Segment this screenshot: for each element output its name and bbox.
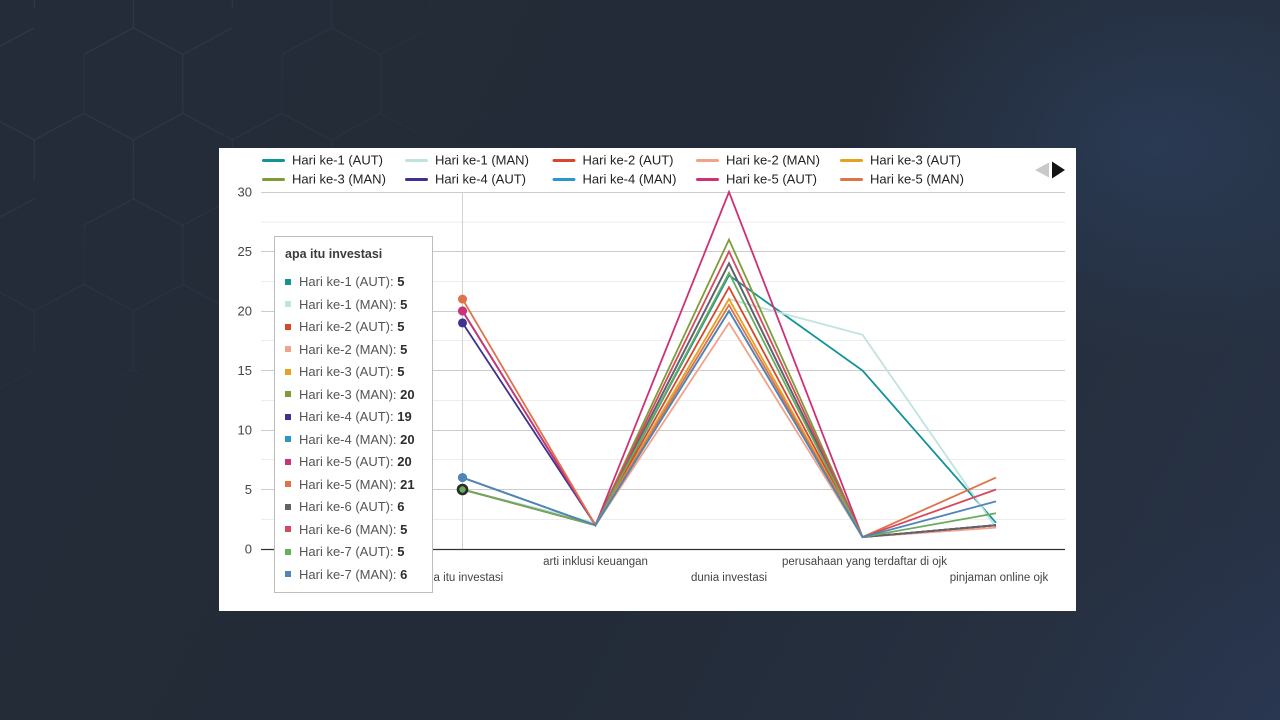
svg-text:perusahaan yang terdaftar di o: perusahaan yang terdaftar di ojk xyxy=(782,556,947,568)
svg-text:25: 25 xyxy=(238,244,252,259)
svg-text:Hari ke-5 (MAN): Hari ke-5 (MAN) xyxy=(870,172,964,187)
svg-text:20: 20 xyxy=(238,304,252,319)
svg-text:Hari ke-2 (MAN): Hari ke-2 (MAN) xyxy=(726,153,820,168)
svg-text:dunia investasi: dunia investasi xyxy=(691,572,767,584)
svg-text:apa itu investasi: apa itu investasi xyxy=(421,572,503,584)
svg-text:15: 15 xyxy=(238,363,252,378)
svg-text:Hari ke-3 (MAN): Hari ke-3 (MAN) xyxy=(292,172,386,187)
svg-text:Hari ke-2 (AUT): Hari ke-2 (AUT) xyxy=(583,153,674,168)
svg-text:Hari ke-1 (AUT): Hari ke-1 (AUT) xyxy=(292,153,383,168)
svg-text:pinjaman online ojk: pinjaman online ojk xyxy=(950,572,1049,584)
svg-text:Hari ke-3 (AUT): Hari ke-3 (AUT) xyxy=(870,153,961,168)
svg-text:Hari ke-1 (MAN): Hari ke-1 (MAN) xyxy=(435,153,529,168)
svg-text:Hari ke-4 (MAN): Hari ke-4 (MAN) xyxy=(583,172,677,187)
svg-text:0: 0 xyxy=(245,542,252,557)
svg-text:10: 10 xyxy=(238,423,252,438)
svg-text:Hari ke-5 (AUT): Hari ke-5 (AUT) xyxy=(726,172,817,187)
svg-text:Hari ke-4 (AUT): Hari ke-4 (AUT) xyxy=(435,172,526,187)
svg-text:5: 5 xyxy=(245,482,252,497)
svg-text:arti inklusi keuangan: arti inklusi keuangan xyxy=(543,556,648,568)
svg-text:30: 30 xyxy=(238,185,252,200)
